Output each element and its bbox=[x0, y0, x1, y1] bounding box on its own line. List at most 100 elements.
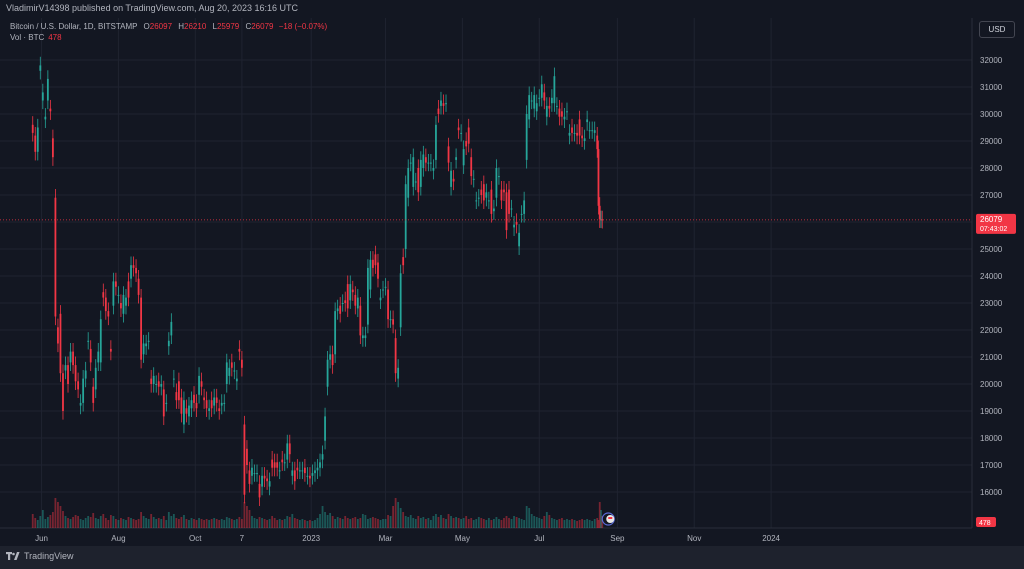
candle-body bbox=[457, 127, 460, 131]
volume-bar bbox=[266, 520, 268, 528]
candle-body bbox=[117, 294, 120, 296]
volume-bar bbox=[183, 515, 185, 528]
volume-bar bbox=[69, 519, 72, 528]
volume-bar bbox=[548, 515, 551, 528]
volume-bar bbox=[525, 506, 528, 528]
volume-bar bbox=[394, 498, 397, 528]
candle-body bbox=[490, 189, 493, 214]
volume-bar bbox=[545, 512, 548, 528]
volume-bar bbox=[523, 520, 526, 528]
candle-body bbox=[535, 103, 538, 112]
volume-bar bbox=[435, 514, 437, 528]
candle-body bbox=[528, 95, 531, 120]
candle-body bbox=[195, 402, 198, 409]
candle-body bbox=[162, 389, 165, 417]
x-tick-label: Aug bbox=[111, 534, 125, 543]
candle-body bbox=[578, 119, 581, 136]
volume-bar bbox=[341, 519, 344, 528]
volume-bar bbox=[538, 518, 541, 528]
candle-body bbox=[79, 402, 82, 406]
y-tick-label: 21000 bbox=[980, 353, 1003, 362]
tradingview-brand[interactable]: TradingView bbox=[6, 551, 74, 561]
candle-body bbox=[220, 402, 223, 406]
candle-body bbox=[593, 130, 596, 133]
y-tick-label: 31000 bbox=[980, 83, 1003, 92]
volume-bar bbox=[533, 516, 536, 528]
candle-body bbox=[561, 111, 563, 117]
candle-body bbox=[185, 408, 188, 414]
volume-bar bbox=[404, 516, 407, 528]
candle-body bbox=[513, 224, 515, 228]
volume-bar bbox=[200, 519, 203, 528]
candle-body bbox=[379, 297, 382, 301]
volume-bar bbox=[597, 520, 600, 528]
candle-body bbox=[402, 257, 405, 266]
candle-body bbox=[261, 475, 263, 487]
volume-bar bbox=[31, 514, 34, 528]
volume-tag bbox=[976, 517, 996, 527]
candle-body bbox=[404, 184, 407, 249]
volume-bar bbox=[472, 520, 475, 528]
candle-body bbox=[225, 362, 228, 384]
volume-bar bbox=[430, 520, 432, 528]
candle-body bbox=[548, 105, 551, 109]
volume-bar bbox=[193, 519, 195, 528]
volume-bar bbox=[576, 521, 578, 528]
candle-body bbox=[193, 394, 195, 403]
candle-body bbox=[155, 384, 158, 385]
candle-body bbox=[208, 408, 211, 411]
y-tick-label: 25000 bbox=[980, 245, 1003, 254]
candle-body bbox=[127, 281, 130, 298]
currency-button[interactable]: USD bbox=[979, 21, 1015, 38]
x-tick-label: 2024 bbox=[762, 534, 780, 543]
volume-bar bbox=[399, 508, 402, 528]
candle-body bbox=[251, 467, 253, 476]
candle-body bbox=[440, 100, 442, 106]
candle-body bbox=[306, 475, 309, 477]
volume-bar bbox=[215, 519, 218, 528]
candle-body bbox=[165, 402, 168, 404]
volume-bar bbox=[372, 517, 374, 528]
symbol-legend[interactable]: Bitcoin / U.S. Dollar, 1D, BITSTAMP O260… bbox=[10, 22, 327, 31]
candle-body bbox=[455, 157, 457, 160]
candle-body bbox=[107, 311, 110, 317]
candle-body bbox=[477, 197, 480, 199]
candle-body bbox=[467, 127, 470, 144]
candle-body bbox=[97, 351, 100, 363]
volume-bar bbox=[344, 516, 347, 528]
volume-bar bbox=[273, 518, 276, 528]
candle-body bbox=[427, 162, 430, 164]
volume-bar bbox=[223, 520, 226, 528]
last-price-tag bbox=[976, 213, 1016, 234]
candle-body bbox=[41, 92, 44, 101]
y-tick-label: 28000 bbox=[980, 164, 1003, 173]
volume-bar bbox=[354, 517, 357, 528]
volume-bar bbox=[409, 515, 412, 528]
volume-bar bbox=[586, 519, 589, 528]
candle-body bbox=[600, 219, 602, 221]
volume-bar bbox=[49, 515, 52, 528]
volume-bar bbox=[145, 518, 148, 528]
candle-body bbox=[291, 470, 294, 476]
x-tick-label: Jul bbox=[534, 534, 544, 543]
volume-legend[interactable]: Vol · BTC 478 bbox=[10, 33, 62, 42]
candle-body bbox=[296, 467, 299, 471]
volume-bar bbox=[490, 520, 493, 528]
candle-body bbox=[397, 367, 400, 379]
volume-bar bbox=[495, 517, 498, 528]
candle-body bbox=[178, 381, 180, 401]
x-tick-label: Nov bbox=[687, 534, 701, 543]
volume-bar bbox=[122, 519, 125, 528]
candle-body bbox=[470, 157, 473, 177]
volume-bar bbox=[243, 502, 246, 528]
candle-body bbox=[515, 222, 518, 225]
candle-body bbox=[432, 168, 435, 171]
candle-body bbox=[145, 343, 148, 347]
volume-bar bbox=[263, 519, 266, 528]
candle-body bbox=[67, 365, 69, 384]
candle-body bbox=[571, 127, 573, 133]
candle-body bbox=[430, 162, 432, 164]
candle-body bbox=[130, 265, 132, 279]
volume-bar bbox=[238, 517, 241, 528]
